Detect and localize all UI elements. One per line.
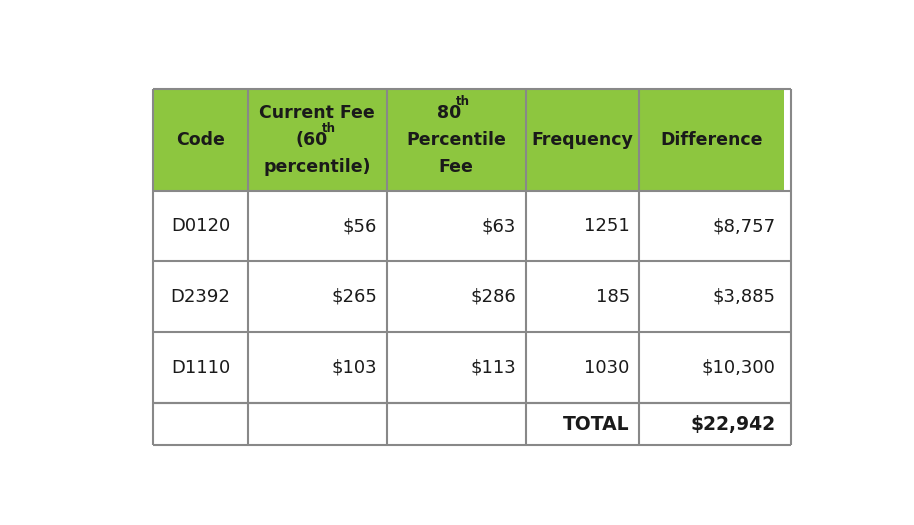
Bar: [387, 89, 526, 191]
Bar: [639, 89, 784, 191]
Text: $22,942: $22,942: [690, 415, 775, 434]
Text: $286: $286: [471, 288, 516, 306]
Text: 80: 80: [437, 103, 462, 122]
Text: Code: Code: [176, 131, 225, 149]
Text: $63: $63: [482, 217, 516, 235]
Bar: [154, 261, 248, 332]
Bar: [248, 261, 387, 332]
Text: Difference: Difference: [661, 131, 763, 149]
Text: $3,885: $3,885: [712, 288, 775, 306]
Bar: [526, 261, 639, 332]
Text: (60: (60: [295, 131, 327, 149]
Text: D0120: D0120: [171, 217, 230, 235]
Text: Current Fee: Current Fee: [260, 103, 375, 122]
Text: $265: $265: [332, 288, 377, 306]
Bar: [154, 89, 248, 191]
Text: $113: $113: [471, 359, 516, 376]
Text: percentile): percentile): [263, 159, 371, 176]
Text: $103: $103: [332, 359, 377, 376]
Bar: [248, 332, 387, 403]
Text: D1110: D1110: [171, 359, 230, 376]
Bar: [248, 89, 387, 191]
Bar: [387, 332, 526, 403]
Bar: [526, 89, 639, 191]
Text: $10,300: $10,300: [701, 359, 775, 376]
Bar: [154, 191, 248, 261]
Text: th: th: [322, 122, 335, 135]
Text: $8,757: $8,757: [712, 217, 775, 235]
Text: th: th: [456, 94, 470, 108]
Text: Percentile: Percentile: [406, 131, 506, 149]
Bar: [154, 332, 248, 403]
Bar: [154, 403, 791, 445]
Bar: [526, 332, 639, 403]
Text: Frequency: Frequency: [531, 131, 633, 149]
Text: 185: 185: [596, 288, 630, 306]
Bar: [639, 261, 784, 332]
Text: TOTAL: TOTAL: [563, 415, 630, 434]
Text: 1030: 1030: [584, 359, 630, 376]
Text: $56: $56: [343, 217, 377, 235]
Bar: [639, 191, 784, 261]
Text: Fee: Fee: [439, 159, 473, 176]
Text: 1251: 1251: [584, 217, 630, 235]
Bar: [387, 191, 526, 261]
Bar: [387, 261, 526, 332]
Text: D2392: D2392: [170, 288, 230, 306]
Bar: [248, 191, 387, 261]
Bar: [526, 191, 639, 261]
Bar: [639, 332, 784, 403]
